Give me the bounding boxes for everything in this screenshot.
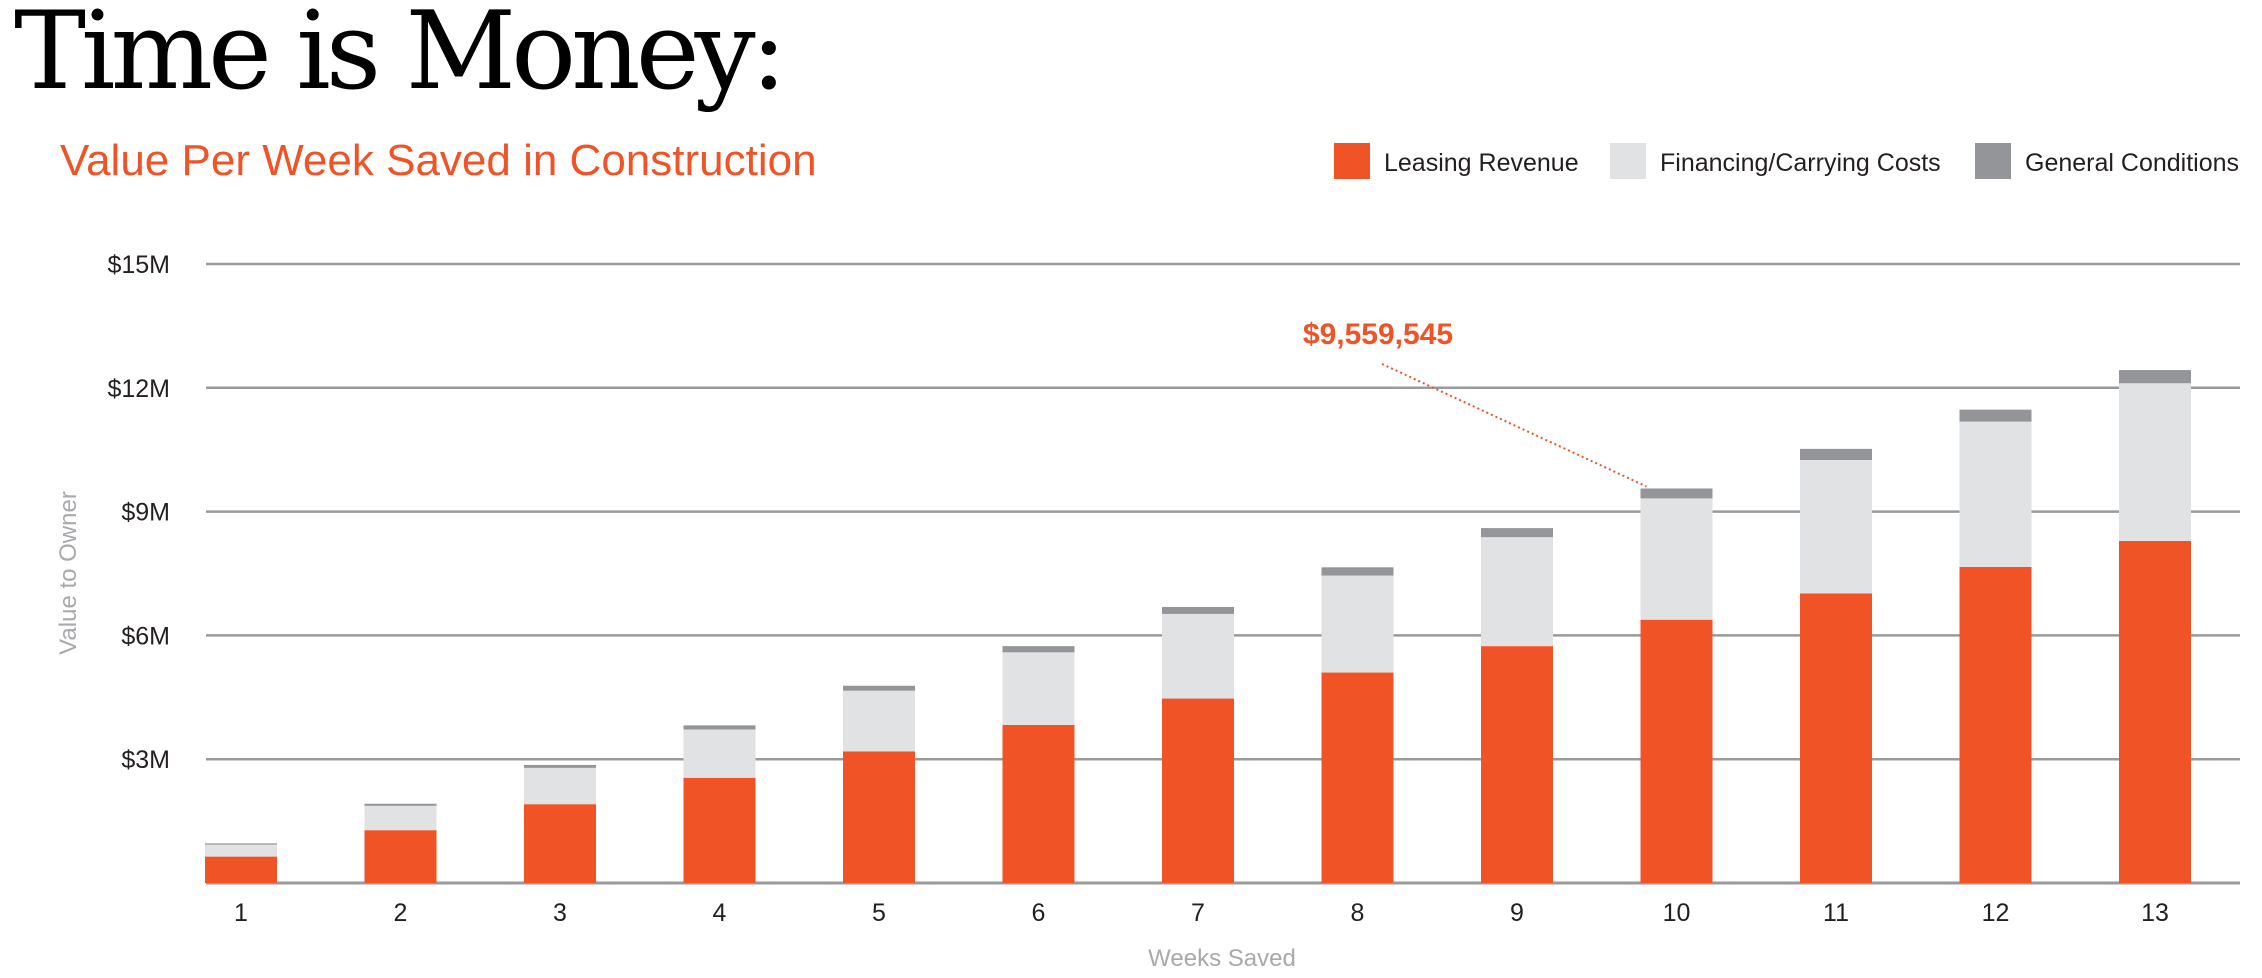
legend: Leasing Revenue Financing/Carrying Costs… [1334, 143, 2239, 179]
bar-segment-leasing-revenue [205, 856, 277, 883]
legend-swatch-general-conditions [1975, 143, 2011, 179]
legend-swatch-leasing-revenue [1334, 143, 1370, 179]
bar-segment-general-conditions [2119, 370, 2191, 384]
bar-segment-leasing-revenue [1481, 646, 1553, 883]
bar-segment-general-conditions [1959, 409, 2032, 422]
bar-segment-financing-carrying-costs [683, 729, 756, 778]
bar-segment-general-conditions [1321, 567, 1394, 576]
bar-segment-general-conditions [364, 803, 437, 806]
bar-segment-financing-carrying-costs [1162, 613, 1234, 699]
x-tick-label: 2 [394, 899, 408, 927]
y-axis-label: Value to Owner [55, 491, 82, 655]
x-axis-label: Weeks Saved [1148, 945, 1296, 972]
x-tick-label: 3 [553, 899, 567, 927]
x-tick-label: 8 [1351, 899, 1365, 927]
annotations: $9,559,545 [1303, 318, 1647, 488]
x-tick-label: 5 [872, 899, 886, 927]
bar-segment-general-conditions [1002, 646, 1075, 653]
y-axis-ticks: $3M $6M $9M $12M $15M [107, 251, 170, 774]
y-tick-label: $9M [121, 499, 170, 527]
bar-segment-leasing-revenue [1800, 593, 1872, 883]
bar-segment-financing-carrying-costs [1002, 652, 1075, 725]
bar-segment-general-conditions [1481, 528, 1553, 538]
x-tick-label: 7 [1191, 899, 1205, 927]
x-tick-label: 11 [1823, 899, 1849, 927]
bar-segment-financing-carrying-costs [524, 767, 596, 805]
x-axis-ticks: 1 2 3 4 5 6 7 8 9 10 11 12 13 [234, 899, 2169, 927]
bar-segment-financing-carrying-costs [205, 844, 277, 857]
legend-label-financing-carrying-costs: Financing/Carrying Costs [1660, 149, 1941, 177]
x-tick-label: 6 [1032, 899, 1046, 927]
bar-segment-general-conditions [1640, 488, 1713, 499]
legend-label-leasing-revenue: Leasing Revenue [1384, 149, 1579, 177]
bar-segment-general-conditions [1800, 448, 1872, 461]
bar-segment-financing-carrying-costs [2119, 383, 2191, 541]
x-tick-label: 12 [1982, 899, 2010, 927]
bar-segment-general-conditions [524, 764, 596, 768]
bar-segment-financing-carrying-costs [1959, 421, 2032, 567]
bar-segment-leasing-revenue [1959, 566, 2032, 883]
bar-segment-leasing-revenue [2119, 540, 2191, 883]
bar-segment-financing-carrying-costs [364, 805, 437, 831]
bar-segment-general-conditions [1162, 606, 1234, 614]
bar-segment-leasing-revenue [364, 830, 437, 883]
legend-swatch-financing-carrying-costs [1610, 143, 1646, 179]
annotation-leader-line [1381, 363, 1647, 488]
bar-segment-financing-carrying-costs [1800, 460, 1872, 594]
bar-segment-leasing-revenue [1162, 698, 1234, 883]
chart-title: Value Per Week Saved in Construction [60, 136, 817, 185]
y-tick-label: $15M [107, 251, 170, 279]
y-tick-label: $3M [121, 746, 170, 774]
bar-segment-leasing-revenue [683, 777, 756, 883]
bar-segment-financing-carrying-costs [1321, 575, 1394, 673]
bar-segment-general-conditions [843, 685, 915, 691]
bar-segment-leasing-revenue [1640, 619, 1713, 883]
y-tick-label: $6M [121, 622, 170, 650]
bars [205, 370, 2191, 883]
bar-segment-leasing-revenue [524, 804, 596, 883]
bar-segment-general-conditions [205, 843, 277, 845]
x-tick-label: 9 [1510, 899, 1524, 927]
x-tick-label: 13 [2141, 899, 2169, 927]
bar-segment-financing-carrying-costs [1640, 498, 1713, 620]
x-tick-label: 4 [713, 899, 727, 927]
bar-segment-general-conditions [683, 725, 756, 730]
bar-segment-financing-carrying-costs [1481, 537, 1553, 647]
x-tick-label: 10 [1663, 899, 1691, 927]
bar-segment-leasing-revenue [1002, 724, 1075, 883]
bar-segment-leasing-revenue [1321, 672, 1394, 883]
legend-label-general-conditions: General Conditions [2025, 149, 2239, 177]
bar-segment-leasing-revenue [843, 751, 915, 883]
annotation-label: $9,559,545 [1303, 318, 1453, 351]
x-tick-label: 1 [234, 899, 248, 927]
y-tick-label: $12M [107, 375, 170, 403]
page-title: Time is Money: [14, 0, 782, 114]
bar-segment-financing-carrying-costs [843, 690, 915, 752]
